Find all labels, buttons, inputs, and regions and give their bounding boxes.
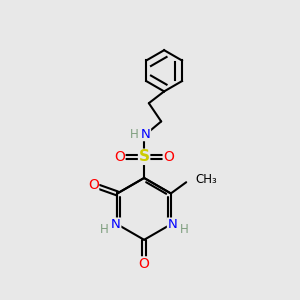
- Text: N: N: [111, 218, 121, 231]
- Text: H: H: [180, 223, 188, 236]
- Text: O: O: [114, 150, 125, 164]
- Text: CH₃: CH₃: [196, 173, 217, 186]
- Text: H: H: [130, 128, 139, 141]
- Text: O: O: [164, 150, 174, 164]
- Text: S: S: [139, 149, 150, 164]
- Text: O: O: [139, 257, 149, 271]
- Text: H: H: [100, 223, 109, 236]
- Text: N: N: [141, 128, 151, 141]
- Text: O: O: [88, 178, 99, 193]
- Text: N: N: [167, 218, 177, 231]
